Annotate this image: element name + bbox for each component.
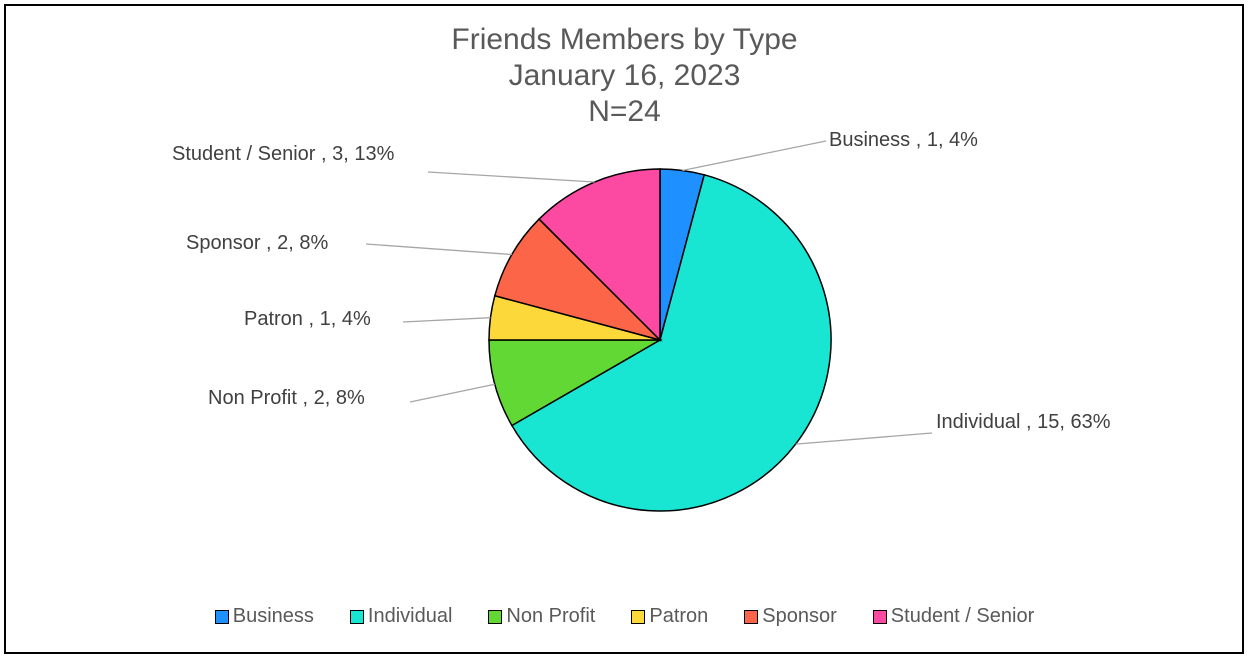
pie-slice-sponsor xyxy=(493,218,663,342)
leader-line-non-profit xyxy=(409,383,495,403)
legend-item-patron: Patron xyxy=(631,605,708,628)
leader-line-patron xyxy=(402,317,491,323)
chart-title-line-2: January 16, 2023 xyxy=(508,59,741,92)
chart-legend: Business Individual Non Profit Patron Sp… xyxy=(0,605,1249,628)
slice-label-non-profit: Non Profit , 2, 8% xyxy=(208,387,365,409)
pie-slice-non-profit xyxy=(488,339,663,427)
leader-line-individual xyxy=(795,432,933,445)
slice-label-sponsor: Sponsor , 2, 8% xyxy=(186,232,329,254)
leader-line-sponsor xyxy=(365,243,512,256)
legend-swatch-business xyxy=(214,609,229,624)
legend-label-non-profit: Non Profit xyxy=(506,605,596,627)
legend-label-student-senior: Student / Senior xyxy=(890,605,1035,627)
chart-title: Friends Members by Type January 16, 2023… xyxy=(0,22,1249,130)
legend-item-business: Business xyxy=(214,605,314,628)
legend-swatch-sponsor xyxy=(744,609,759,624)
legend-item-sponsor: Sponsor xyxy=(744,605,837,628)
legend-label-business: Business xyxy=(232,605,314,627)
legend-label-individual: Individual xyxy=(367,605,453,627)
chart-title-line-1: Friends Members by Type xyxy=(451,23,798,56)
legend-item-individual: Individual xyxy=(349,605,453,628)
legend-item-student-senior: Student / Senior xyxy=(872,605,1035,628)
slice-label-business: Business , 1, 4% xyxy=(829,129,978,151)
legend-label-sponsor: Sponsor xyxy=(762,605,837,627)
legend-swatch-non-profit xyxy=(488,609,503,624)
slice-label-student-senior: Student / Senior , 3, 13% xyxy=(172,143,395,165)
legend-label-patron: Patron xyxy=(649,605,709,627)
chart-title-line-3: N=24 xyxy=(588,95,661,128)
legend-item-non-profit: Non Profit xyxy=(488,605,595,628)
legend-swatch-individual xyxy=(349,609,364,624)
legend-swatch-patron xyxy=(631,609,646,624)
legend-swatch-student-senior xyxy=(872,609,887,624)
leader-line-student-senior xyxy=(427,171,595,183)
pie-slice-student-senior xyxy=(538,168,661,342)
leader-line-business xyxy=(682,140,827,172)
slice-label-patron: Patron , 1, 4% xyxy=(244,308,371,330)
slice-label-individual: Individual , 15, 63% xyxy=(936,411,1111,433)
